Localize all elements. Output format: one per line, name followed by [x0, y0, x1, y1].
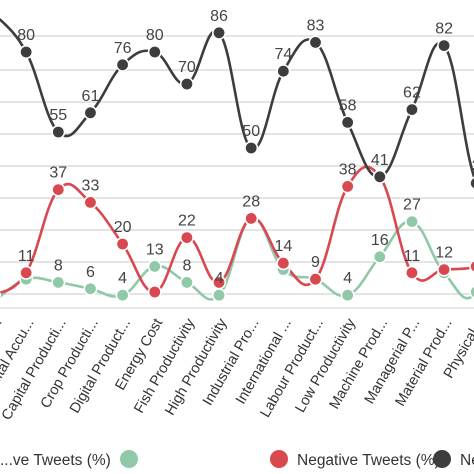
data-label: 58	[339, 97, 357, 114]
data-label: 61	[82, 88, 100, 105]
data-label: 37	[49, 165, 67, 182]
series-line-negative-tweets	[0, 165, 474, 295]
legend-item-ve-tweets: ...ve Tweets (%)	[0, 450, 138, 469]
data-label: 11	[18, 248, 35, 265]
data-label: 9	[311, 254, 320, 271]
data-point	[19, 265, 34, 280]
data-point	[83, 195, 98, 210]
data-point	[372, 169, 387, 184]
data-label: 8	[54, 257, 63, 274]
data-label: 20	[114, 219, 132, 236]
data-label: 80	[17, 27, 35, 44]
data-point	[469, 285, 474, 299]
data-label: 86	[210, 8, 228, 25]
data-label: 27	[403, 197, 421, 214]
data-point	[276, 256, 291, 271]
data-point	[308, 35, 323, 50]
data-point	[469, 176, 474, 190]
data-point	[147, 284, 162, 299]
data-point	[179, 275, 194, 290]
data-point	[340, 179, 355, 194]
data-point	[340, 288, 355, 303]
data-point	[179, 230, 194, 245]
data-label: 76	[114, 40, 132, 57]
data-point	[147, 44, 162, 59]
data-point	[404, 102, 419, 117]
data-label: 74	[274, 46, 292, 63]
series-line-neutral-tweet	[0, 17, 474, 181]
data-point	[212, 25, 227, 40]
data-label: 70	[178, 59, 196, 76]
data-point	[147, 259, 162, 274]
data-label: 3	[472, 158, 474, 175]
data-label: 82	[435, 21, 453, 38]
data-point	[437, 262, 452, 277]
legend: ...ve Tweets (%) Negative Tweets (%) Neutr…	[0, 450, 474, 469]
legend-marker	[433, 450, 451, 468]
legend-item-negative-tweets: Negative Tweets (%)	[270, 450, 440, 469]
legend-marker	[270, 450, 288, 468]
data-label: 83	[307, 17, 325, 34]
legend-marker	[120, 450, 138, 468]
data-label: 12	[435, 245, 453, 262]
data-point	[437, 38, 452, 53]
data-point	[115, 237, 130, 252]
data-point	[276, 64, 291, 79]
data-points	[0, 9, 474, 306]
data-point	[115, 288, 130, 303]
data-label: 55	[49, 107, 67, 124]
data-label: 11	[404, 248, 421, 265]
data-label: 41	[371, 152, 389, 169]
legend-label: ...ve Tweets (%)	[0, 452, 111, 469]
data-label: 28	[242, 193, 260, 210]
data-point	[404, 265, 419, 280]
data-point	[51, 182, 66, 197]
data-label: 4	[343, 270, 352, 287]
data-point	[83, 281, 98, 296]
legend-item-neutral-tweet: Neutral Tweet...	[433, 450, 474, 469]
data-point	[244, 141, 259, 156]
data-point	[244, 211, 259, 226]
legend-label: Neutral Tweet...	[460, 452, 474, 469]
data-point	[372, 249, 387, 264]
data-label: 80	[146, 27, 164, 44]
data-label: 16	[371, 232, 389, 249]
legend-label: Negative Tweets (%)	[297, 452, 440, 469]
data-point	[404, 214, 419, 229]
data-labels: 8641384416271137332022281493811122805561…	[17, 8, 474, 287]
data-point	[51, 125, 66, 140]
data-label: 13	[146, 241, 164, 258]
data-point	[115, 57, 130, 72]
data-label: 33	[82, 177, 100, 194]
data-label: 38	[339, 161, 357, 178]
data-label: 4	[215, 270, 224, 287]
data-point	[212, 275, 227, 290]
data-label: 22	[178, 213, 196, 230]
data-label: 50	[242, 123, 260, 140]
data-point	[179, 77, 194, 92]
data-label: 4	[118, 270, 127, 287]
data-label: 14	[274, 238, 292, 255]
data-point	[340, 115, 355, 130]
data-label: 6	[86, 264, 95, 281]
data-point	[19, 44, 34, 59]
gridlines	[0, 35, 474, 309]
data-point	[469, 259, 474, 274]
data-label: 62	[403, 85, 421, 102]
data-point	[308, 272, 323, 287]
data-point	[51, 275, 66, 290]
data-point	[83, 105, 98, 120]
data-point	[212, 288, 227, 303]
x-axis-tick-labels: ...owth...ital Accu...Capital Producti..…	[0, 315, 474, 423]
data-label: 8	[182, 257, 191, 274]
